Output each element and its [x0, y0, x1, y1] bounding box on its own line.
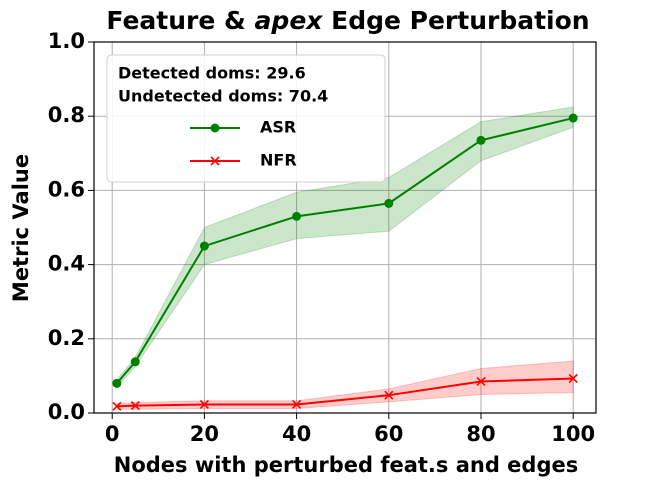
y-tick-label: 0.2	[48, 326, 85, 350]
legend: Detected doms: 29.6 Undetected doms: 70.4…	[106, 54, 386, 183]
marker	[199, 399, 209, 410]
legend-label: ASR	[260, 118, 296, 137]
title-part: Edge Perturbation	[322, 6, 589, 35]
marker	[292, 211, 302, 221]
plot-frame	[93, 41, 597, 414]
x-tick-label: 80	[466, 422, 495, 446]
confidence-band	[116, 360, 574, 410]
legend-marker	[210, 156, 220, 166]
y-tick-label: 0.0	[48, 400, 85, 424]
marker	[130, 357, 140, 367]
legend-box	[106, 54, 386, 183]
x-tick-label: 100	[551, 422, 595, 446]
marker	[476, 376, 486, 387]
annotation: Undetected doms: 70.4	[118, 87, 328, 106]
x-tick-label: 0	[105, 422, 120, 446]
y-axis-label: Metric Value	[9, 154, 33, 302]
marker	[568, 113, 578, 123]
marker	[112, 378, 122, 388]
title-part: apex	[255, 6, 324, 35]
title-part: Feature &	[106, 6, 254, 35]
x-tick-label: 20	[190, 422, 219, 446]
marker	[476, 135, 486, 145]
marker	[199, 241, 209, 251]
marker	[384, 390, 394, 400]
y-tick-label: 0.8	[48, 103, 85, 127]
marker	[112, 401, 122, 411]
legend-marker	[210, 123, 220, 133]
confidence-band	[116, 106, 574, 389]
x-axis-label: Nodes with perturbed feat.s and edges	[114, 453, 578, 477]
marker	[292, 399, 302, 410]
y-tick-label: 0.6	[48, 177, 85, 201]
y-tick-label: 1.0	[48, 29, 85, 53]
y-tick-label: 0.4	[48, 252, 85, 276]
annotation: Detected doms: 29.6	[118, 64, 306, 83]
marker	[384, 198, 394, 208]
marker	[130, 401, 140, 411]
x-tick-label: 40	[282, 422, 311, 446]
legend-label: NFR	[260, 151, 297, 170]
x-tick-label: 60	[374, 422, 403, 446]
chart-title: Feature & apex Edge Perturbation	[106, 6, 589, 35]
marker	[568, 373, 578, 384]
